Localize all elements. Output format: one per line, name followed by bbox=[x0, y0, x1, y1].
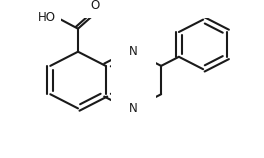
Text: O: O bbox=[90, 0, 99, 12]
Text: N: N bbox=[129, 45, 138, 58]
Text: HO: HO bbox=[37, 11, 55, 24]
Text: N: N bbox=[129, 102, 138, 115]
